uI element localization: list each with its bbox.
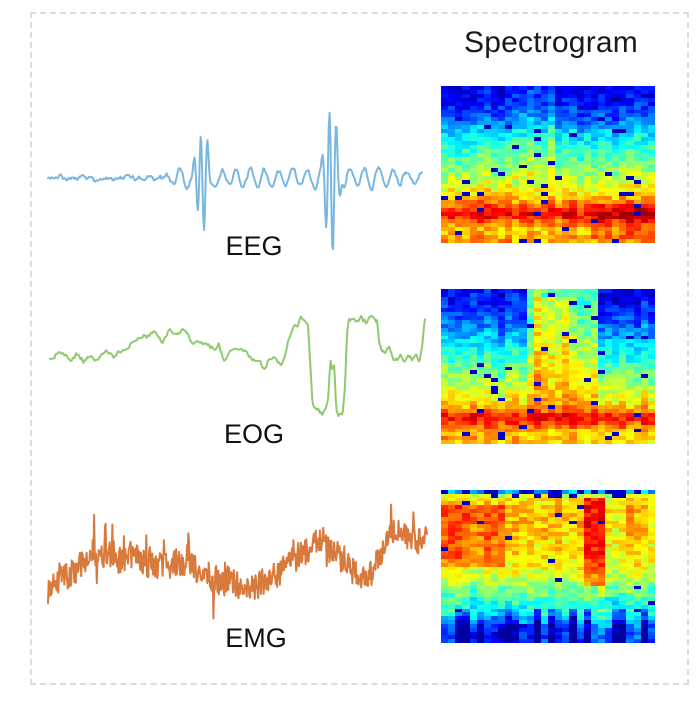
eeg-label: EEG xyxy=(225,231,283,261)
emg-spectrogram-heatmap xyxy=(441,490,655,643)
spectrogram-column-title: Spectrogram xyxy=(464,26,638,59)
eeg-spectrogram-heatmap xyxy=(441,86,655,243)
eog-label: EOG xyxy=(223,419,284,449)
emg-waveform-plot xyxy=(47,503,428,620)
eog-waveform-plot xyxy=(49,314,426,418)
eeg-waveform-plot xyxy=(47,111,423,251)
eog-spectrogram-heatmap xyxy=(441,289,655,444)
emg-label: EMG xyxy=(225,623,287,653)
